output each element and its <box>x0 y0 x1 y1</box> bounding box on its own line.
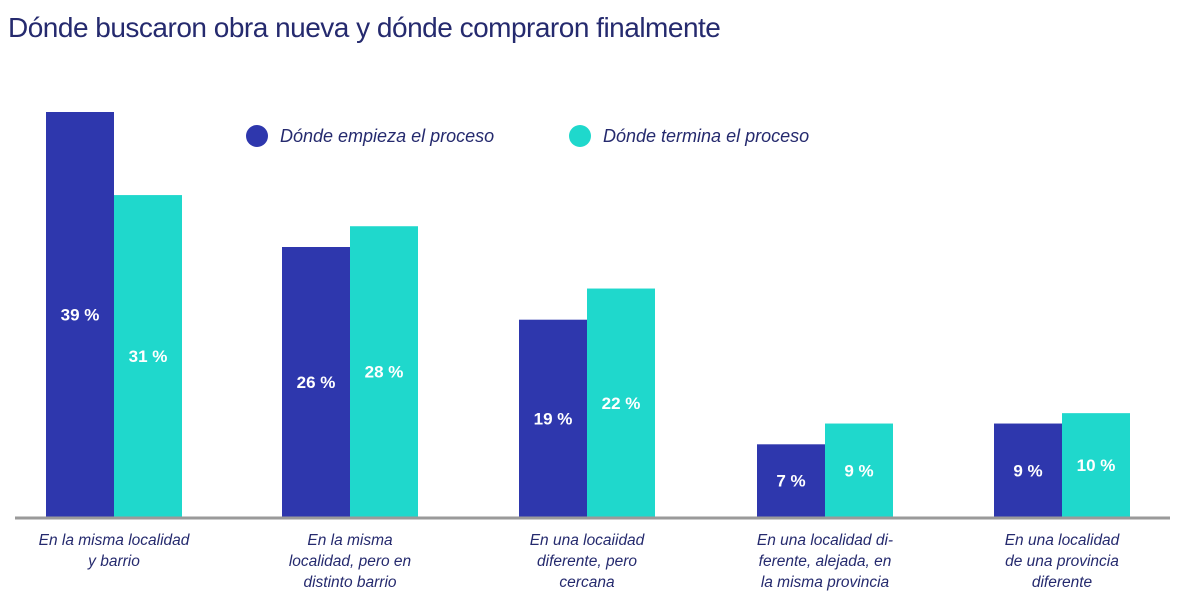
x-tick-label-line: localidad, pero en <box>288 553 412 570</box>
bar-end-0 <box>114 195 182 518</box>
x-tick-label-line: la misma provincia <box>760 574 890 591</box>
data-label-start-1: 26 % <box>297 373 336 392</box>
x-tick-label-line: En la misma <box>307 532 393 549</box>
x-tick-label-line: distinto barrio <box>303 574 397 591</box>
x-tick-label: En la misma localidad y barrio <box>4 530 224 572</box>
bar-start-3 <box>757 444 825 517</box>
data-label-start-0: 39 % <box>61 306 100 325</box>
data-label-end-3: 9 % <box>844 461 873 480</box>
x-tick-label: En la misma localidad, pero en distinto ba… <box>240 530 460 593</box>
bar-start-0 <box>46 112 114 517</box>
bar-start-2 <box>519 319 587 517</box>
bar-start-1 <box>282 247 350 517</box>
x-tick-label-line: diferente, pero <box>537 553 637 570</box>
bar-end-1 <box>350 226 418 517</box>
x-tick-label: En una localidad de una provincia diferent… <box>952 530 1172 593</box>
x-tick-label-line: cercana <box>559 574 615 591</box>
legend-swatch-end <box>569 125 591 147</box>
x-tick-label-line: En una localidad di- <box>756 532 894 549</box>
legend-label-end: Dónde termina el proceso <box>603 125 810 146</box>
data-label-end-2: 22 % <box>602 394 641 413</box>
x-tick-label-line: y barrio <box>88 553 140 570</box>
legend-item-end: Dónde termina el proceso <box>569 125 809 147</box>
x-tick-label-line: En una locaiidad <box>529 532 645 549</box>
data-label-end-1: 28 % <box>365 363 404 382</box>
x-tick-label-line: En una localidad <box>1004 532 1120 549</box>
bar-end-3 <box>825 423 893 517</box>
bar-start-4 <box>994 423 1062 517</box>
data-label-end-0: 31 % <box>129 347 168 366</box>
chart-title: Dónde buscaron obra nueva y dónde compra… <box>8 12 721 43</box>
x-tick-label-line: diferente <box>1031 574 1093 591</box>
data-label-start-4: 9 % <box>1013 461 1042 480</box>
bar-end-4 <box>1062 413 1130 517</box>
x-tick-label-line: En la misma localidad <box>38 532 190 549</box>
x-tick-label-line: de una provincia <box>1005 553 1119 570</box>
x-tick-label: En una localidad di-ferente, alejada, en… <box>715 530 935 593</box>
bar-end-2 <box>587 288 655 517</box>
legend-label-start: Dónde empieza el proceso <box>280 125 495 146</box>
data-label-start-3: 7 % <box>776 472 805 491</box>
data-label-start-2: 19 % <box>534 409 573 428</box>
x-tick-label-line: ferente, alejada, en <box>758 553 892 570</box>
legend-swatch-start <box>246 125 268 147</box>
data-label-end-4: 10 % <box>1077 456 1116 475</box>
legend-item-start: Dónde empieza el proceso <box>246 125 494 147</box>
x-tick-label: En una locaiidad diferente, pero cercana <box>477 530 697 593</box>
